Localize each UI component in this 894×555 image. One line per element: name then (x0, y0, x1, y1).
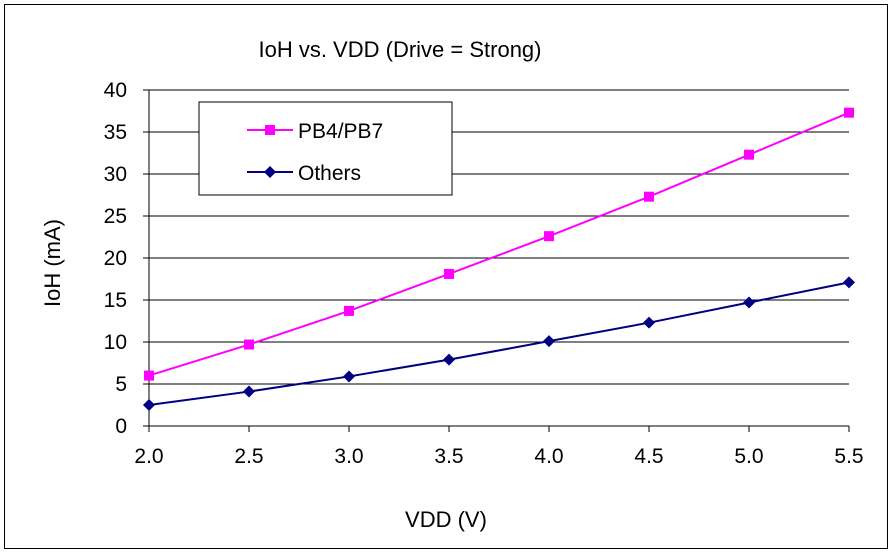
x-tick-label: 4.0 (534, 445, 563, 468)
legend-label-0: PB4/PB7 (298, 120, 383, 143)
x-tick-label: 2.5 (234, 445, 263, 468)
legend-label-1: Others (298, 162, 361, 185)
y-tick-label: 40 (104, 79, 127, 102)
data-point (643, 316, 655, 329)
y-tick-labels: 0 5 10 15 20 25 30 35 40 (104, 79, 127, 438)
series-group (143, 107, 855, 411)
x-tick-label: 4.5 (634, 445, 663, 468)
chart-title: IoH vs. VDD (Drive = Strong) (258, 37, 541, 62)
y-axis-label: IoH (mA) (40, 219, 65, 307)
y-tick-label: 20 (104, 247, 127, 270)
data-point (344, 305, 354, 316)
y-tick-label: 30 (104, 163, 127, 186)
y-tick-label: 5 (115, 373, 127, 396)
data-point (543, 335, 555, 348)
legend: PB4/PB7 Others (198, 101, 453, 196)
data-point (343, 370, 355, 383)
y-tick-label: 35 (104, 121, 127, 144)
data-point (443, 353, 455, 366)
y-tick-label: 15 (104, 289, 127, 312)
series-line-1 (148, 281, 850, 406)
data-point (844, 107, 854, 118)
legend-box (198, 101, 453, 196)
x-tick-label: 5.0 (734, 445, 763, 468)
legend-marker-0 (265, 125, 275, 135)
data-point (243, 385, 255, 398)
data-point (444, 268, 454, 279)
axes (143, 89, 850, 432)
data-point (644, 191, 654, 202)
data-point (143, 399, 155, 411)
data-point (744, 149, 754, 160)
gridlines (149, 89, 849, 385)
x-tick-label: 3.5 (434, 445, 463, 468)
x-tick-label: 5.5 (834, 445, 863, 468)
y-tick-label: 10 (104, 331, 127, 354)
y-tick-label: 25 (104, 205, 127, 228)
x-tick-labels: 2.0 2.5 3.0 3.5 4.0 4.5 5.0 5.5 (134, 445, 863, 468)
data-point (244, 339, 254, 350)
y-tick-label: 0 (115, 415, 127, 438)
x-tick-label: 2.0 (134, 445, 163, 468)
x-axis-label: VDD (V) (405, 507, 487, 532)
legend-marker-1 (264, 166, 276, 178)
x-tick-label: 3.0 (334, 445, 363, 468)
data-point (144, 370, 154, 381)
data-point (843, 276, 855, 289)
data-point (743, 296, 755, 309)
data-point (544, 231, 554, 242)
series-line-0 (148, 111, 850, 377)
